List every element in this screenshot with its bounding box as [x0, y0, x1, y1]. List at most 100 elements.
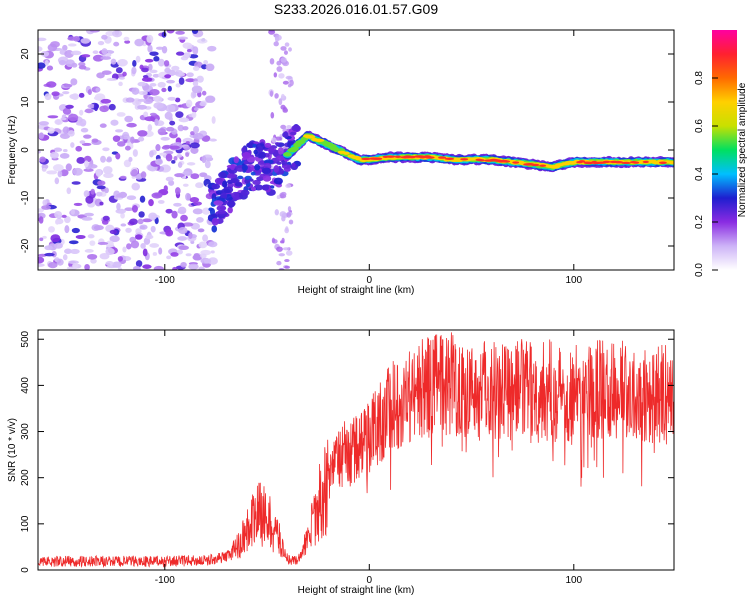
snr-xtick-label: 100	[565, 575, 582, 586]
spectrogram-trace-blob	[218, 171, 227, 179]
spectrogram-noise-blob	[44, 60, 49, 66]
spectrogram-noise-blob	[71, 181, 81, 185]
spectrogram-noise-blob	[67, 43, 77, 47]
spectrogram-noise-blob	[143, 237, 151, 245]
spectrogram-noise-blob	[39, 156, 46, 163]
spectrogram-noise-blob	[270, 112, 275, 119]
spectrogram-trace-blob	[213, 200, 224, 206]
spectrogram-noise-blob	[93, 103, 99, 112]
spectrogram-noise-blob	[135, 234, 143, 240]
spectrogram-noise-blob	[54, 118, 63, 126]
spectrogram-noise-blob	[176, 154, 183, 158]
spectrogram-noise-blob	[128, 156, 133, 162]
spectrogram-noise-blob	[193, 125, 200, 134]
spectrogram-trace-blob	[221, 188, 231, 194]
spectrogram-noise-blob	[70, 142, 75, 148]
spectrogram-noise-blob	[278, 267, 285, 270]
spectrogram-noise-blob	[276, 66, 283, 72]
spectrogram-noise-blob	[132, 60, 137, 67]
spectrogram-trace-blob	[291, 125, 301, 132]
spectrogram-noise-blob	[83, 190, 90, 198]
spectrogram-noise-blob	[92, 54, 104, 62]
spectrogram-trace-blob	[578, 160, 586, 163]
spectrogram-noise-blob	[63, 83, 73, 88]
spectrogram-trace-blob	[274, 142, 280, 146]
spectrogram-noise-blob	[192, 47, 199, 55]
spectrogram-noise-blob	[130, 240, 140, 249]
spectrogram-noise-blob	[167, 96, 177, 101]
spectrogram-xtick-label: -100	[155, 275, 175, 286]
spectrogram-noise-blob	[284, 259, 290, 263]
colorbar-tick-label: 0.2	[694, 215, 705, 229]
spectrogram-noise-blob	[175, 30, 185, 35]
colorbar-tick-label: 0.4	[694, 167, 705, 181]
spectrogram-trace-blob	[444, 157, 455, 161]
spectrogram-noise-blob	[62, 107, 72, 115]
spectrogram-noise-blob	[188, 263, 199, 270]
spectrogram-noise-blob	[137, 218, 144, 225]
spectrogram-noise-blob	[131, 205, 138, 213]
spectrogram-noise-blob	[72, 167, 83, 176]
spectrogram-noise-blob	[190, 173, 200, 180]
spectrogram-noise-blob	[165, 176, 174, 182]
spectrogram-noise-blob	[288, 47, 292, 52]
spectrogram-noise-blob	[198, 241, 208, 249]
spectrogram-noise-blob	[276, 246, 283, 252]
spectrogram-noise-blob	[81, 216, 93, 221]
spectrogram-noise-blob	[209, 138, 217, 142]
snr-ytick-label: 500	[20, 330, 31, 347]
spectrogram-noise-blob	[138, 90, 148, 96]
spectrogram-noise-blob	[117, 266, 123, 270]
spectrogram-noise-blob	[71, 93, 79, 101]
spectrogram-trace-blob	[385, 155, 396, 158]
spectrogram-noise-blob	[91, 138, 99, 143]
spectrogram-noise-blob	[178, 245, 189, 251]
spectrogram-trace-blob	[289, 131, 297, 136]
spectrogram-noise-blob	[177, 36, 189, 40]
spectrogram-noise-blob	[38, 256, 45, 264]
spectrogram-trace-blob	[252, 179, 261, 185]
spectrogram-noise-blob	[41, 164, 49, 170]
spectrogram-noise-blob	[125, 227, 132, 233]
spectrogram-noise-blob	[207, 45, 217, 52]
spectrogram-noise-blob	[166, 79, 175, 84]
spectrogram-trace-blob	[632, 161, 640, 164]
spectrogram-noise-blob	[126, 195, 137, 201]
spectrogram-trace-blob	[424, 156, 435, 159]
spectrogram-noise-blob	[96, 191, 103, 197]
spectrogram-noise-blob	[203, 60, 209, 65]
spectrogram-noise-blob	[154, 118, 159, 126]
spectrogram-noise-blob	[276, 195, 281, 200]
spectrogram-noise-blob	[54, 210, 63, 219]
spectrogram-noise-blob	[175, 83, 181, 88]
spectrogram-ytick-label: 20	[20, 48, 31, 60]
snr-ytick-label: 400	[20, 377, 31, 394]
spectrogram-noise-blob	[70, 208, 76, 215]
spectrogram-noise-blob	[115, 193, 123, 198]
spectrogram-noise-blob	[186, 72, 194, 78]
spectrogram-trace-blob	[227, 166, 238, 175]
snr-xtick-label: -100	[155, 575, 175, 586]
spectrogram-noise-blob	[106, 156, 112, 162]
spectrogram-noise-blob	[54, 242, 63, 249]
spectrogram-noise-blob	[205, 63, 215, 72]
spectrogram-trace-blob	[438, 156, 447, 159]
colorbar: 0.0 0.2 0.4 0.6 0.8 Normalized spectral ampl…	[694, 30, 748, 277]
spectrogram-noise-blob	[44, 93, 52, 101]
spectrogram-trace-blob	[659, 161, 667, 164]
spectrogram-noise-blob	[79, 109, 84, 116]
spectrogram-noise-blob	[54, 177, 60, 185]
snr-line-layer	[38, 332, 674, 569]
spectrogram-trace-blob	[209, 207, 216, 216]
spectrogram-noise-blob	[185, 192, 191, 201]
spectrogram-noise-blob	[124, 40, 131, 44]
spectrogram-noise-blob	[73, 202, 83, 207]
spectrogram-noise-blob	[97, 241, 109, 245]
snr-ylabel: SNR (10 * v/v)	[7, 418, 18, 482]
spectrogram-noise-blob	[67, 130, 75, 137]
spectrogram-noise-blob	[50, 41, 60, 48]
spectrogram-noise-blob	[38, 132, 45, 140]
spectrogram-noise-blob	[174, 173, 185, 178]
spectrogram-noise-blob	[78, 92, 85, 98]
spectrogram-noise-blob	[135, 55, 141, 63]
